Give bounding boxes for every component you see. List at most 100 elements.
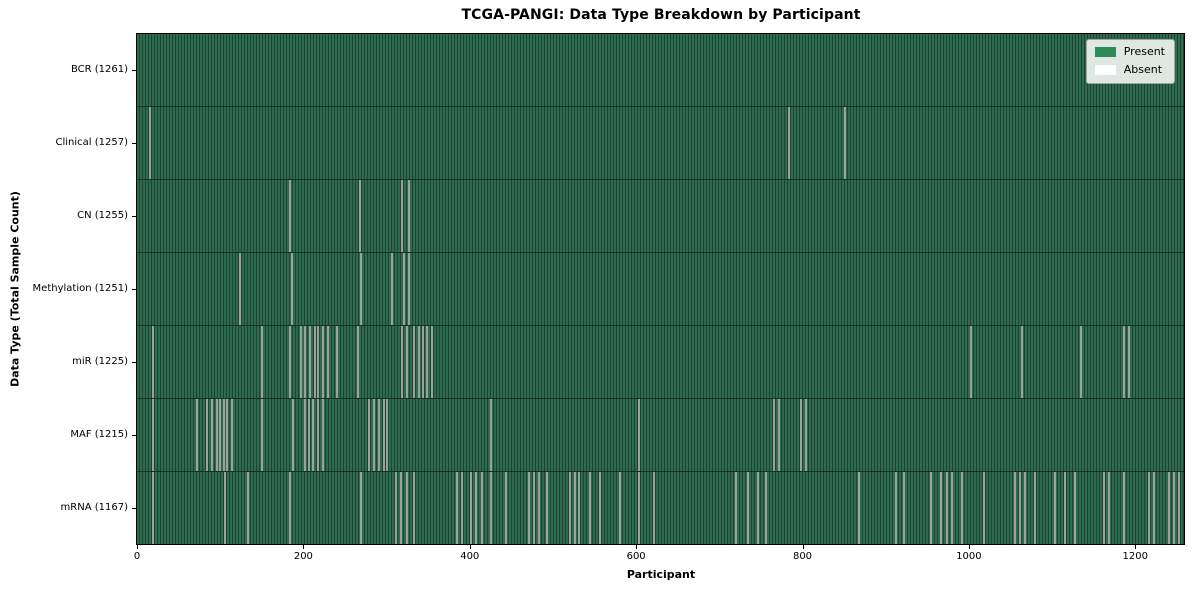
x-tick-label: 400 [460,551,480,562]
y-tick-label-cn: CN (1255) [77,209,128,221]
absent-mark [1123,326,1126,398]
y-tick-label-methylation: Methylation (1251) [32,283,128,294]
absent-mark [219,399,222,471]
absent-mark [399,472,402,544]
x-tick-label: 200 [293,551,313,562]
absent-mark [289,180,292,252]
absent-mark [357,326,360,398]
y-tick-mark [132,289,136,290]
y-tick-mark [132,435,136,436]
absent-mark [894,472,897,544]
absent-mark [969,326,972,398]
absent-mark [1103,472,1106,544]
absent-mark [413,326,416,398]
x-tick-label: 600 [626,551,646,562]
absent-mark [504,472,507,544]
absent-mark [247,472,250,544]
y-tick-mark [132,216,136,217]
absent-mark [314,326,317,398]
absent-mark [260,326,263,398]
absent-mark [804,399,807,471]
absent-mark [406,326,409,398]
absent-mark [946,472,949,544]
absent-mark [481,472,484,544]
absent-mark [577,472,580,544]
absent-mark [151,472,154,544]
absent-mark [336,326,339,398]
x-tick-mark [303,545,304,549]
absent-mark [902,472,905,544]
absent-mark [292,399,295,471]
absent-mark [456,472,459,544]
absent-mark [1018,472,1021,544]
absent-mark [1108,472,1111,544]
chart-title: TCGA-PANGI: Data Type Breakdown by Parti… [461,7,861,23]
absent-mark [638,399,641,471]
absent-mark [390,253,393,325]
absent-mark [406,472,409,544]
absent-mark [1013,472,1016,544]
absent-mark [652,472,655,544]
legend: Present Absent [1085,39,1175,84]
absent-mark [386,399,389,471]
legend-label: Absent [1123,63,1163,76]
absent-mark [1173,472,1176,544]
absent-mark [532,472,535,544]
x-tick-label: 1000 [956,551,982,562]
matrix-row-maf [137,398,1184,471]
absent-mark [368,399,371,471]
absent-mark [589,472,592,544]
matrix-row-bcr [137,34,1184,106]
absent-mark [982,472,985,544]
x-tick-mark [1135,545,1136,549]
absent-mark [929,472,932,544]
absent-mark [418,326,420,398]
legend-swatch-present [1094,47,1116,57]
absent-mark [1128,326,1131,398]
absent-mark [1063,472,1066,544]
absent-mark [537,472,540,544]
absent-mark [311,399,314,471]
absent-mark [289,326,292,398]
matrix-row-mrna [137,471,1184,544]
absent-mark [574,472,577,544]
absent-mark [239,253,242,325]
absent-mark [215,399,218,471]
absent-mark [1053,472,1056,544]
absent-mark [359,253,362,325]
x-tick-label: 800 [792,551,813,562]
matrix-row-clinical [137,106,1184,179]
absent-mark [304,326,307,398]
y-tick-label-bcr: BCR (1261) [70,63,128,75]
x-tick-label: 0 [133,551,141,562]
absent-mark [638,472,641,544]
absent-mark [225,399,228,471]
absent-mark [951,472,954,544]
absent-mark [400,326,403,398]
absent-mark [858,472,861,544]
absent-mark [756,472,759,544]
absent-mark [764,472,767,544]
absent-mark [619,472,622,544]
absent-mark [569,472,572,544]
x-tick-mark [137,545,138,549]
absent-mark [1073,472,1076,544]
absent-mark [773,399,776,471]
absent-mark [378,399,381,471]
absent-mark [413,472,416,544]
absent-mark [1148,472,1151,544]
absent-mark [317,326,320,398]
absent-mark [599,472,602,544]
absent-mark [210,399,213,471]
y-tick-label-maf: MAF (1215) [70,429,128,441]
absent-mark [260,399,263,471]
absent-mark [289,472,292,544]
absent-mark [151,326,154,398]
absent-mark [299,326,302,398]
absent-mark [778,399,781,471]
y-tick-label-clinical: Clinical (1257) [55,136,129,148]
absent-mark [489,399,492,471]
absent-mark [326,326,329,398]
absent-mark [1080,326,1083,398]
